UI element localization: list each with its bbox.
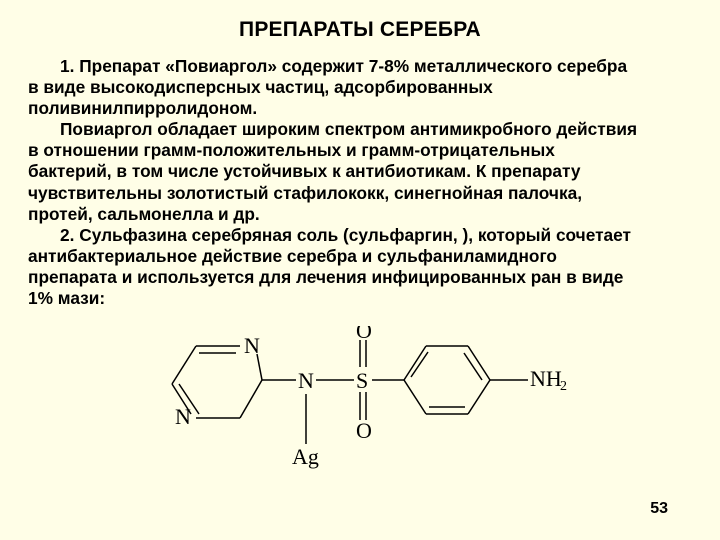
para-line: Повиаргол обладает широким спектром анти… <box>28 119 692 140</box>
atom-label-sub: 2 <box>560 379 567 394</box>
para-line: бактерий, в том числе устойчивых к антиб… <box>28 161 692 182</box>
atom-label: N <box>298 368 314 393</box>
atom-label: NH <box>530 366 562 391</box>
para-line: 1. Препарат «Повиаргол» содержит 7-8% ме… <box>28 56 692 77</box>
para-line: 1% мази: <box>28 288 692 309</box>
slide: ПРЕПАРАТЫ СЕРЕБРА 1. Препарат «Повиаргол… <box>0 0 720 540</box>
para-line: препарата и используется для лечения инф… <box>28 267 692 288</box>
page-number: 53 <box>650 500 668 518</box>
atom-label: N <box>175 404 191 429</box>
chemical-structure: N N N Ag S O O <box>148 326 568 516</box>
para-line: в отношении грамм-положительных и грамм-… <box>28 140 692 161</box>
para-line: протей, сальмонелла и др. <box>28 204 692 225</box>
atom-label: O <box>356 326 372 343</box>
para-line: чувствительны золотистый стафилококк, си… <box>28 183 692 204</box>
atom-label: Ag <box>292 444 319 469</box>
slide-title: ПРЕПАРАТЫ СЕРЕБРА <box>28 18 692 42</box>
body-text: 1. Препарат «Повиаргол» содержит 7-8% ме… <box>28 56 692 309</box>
para-line: поливинилпирролидоном. <box>28 98 692 119</box>
atom-label: O <box>356 418 372 443</box>
para-line: антибактериальное действие серебра и сул… <box>28 246 692 267</box>
para-line: в виде высокодисперсных частиц, адсорбир… <box>28 77 692 98</box>
atom-label: S <box>356 368 368 393</box>
para-line: 2. Сульфазина серебряная соль (сульфарги… <box>28 225 692 246</box>
